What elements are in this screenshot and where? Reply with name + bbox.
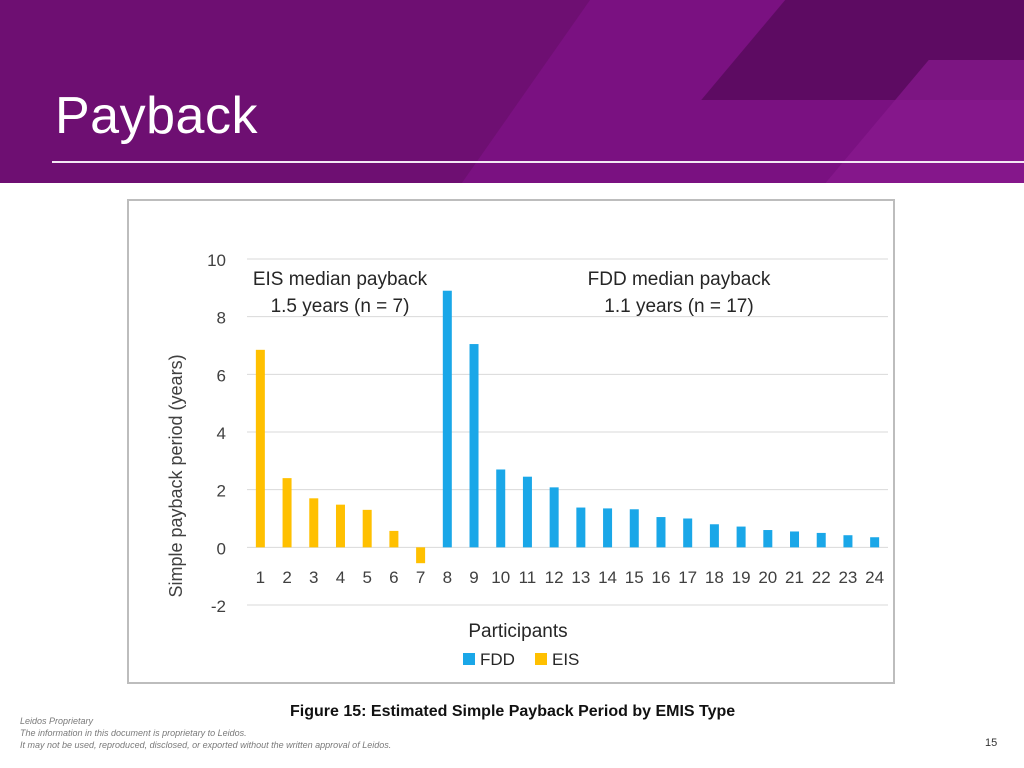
x-axis-label: Participants — [468, 621, 567, 642]
x-tick-label: 12 — [545, 568, 564, 587]
figure-caption: Figure 15: Estimated Simple Payback Peri… — [290, 703, 736, 720]
x-tick-label: 13 — [571, 568, 590, 587]
bar-fdd-17 — [683, 518, 693, 548]
footer-line-1: Leidos Proprietary — [20, 716, 94, 726]
x-tick-label: 6 — [389, 568, 398, 587]
y-axis-label: Simple payback period (years) — [166, 354, 186, 597]
bar-eis-2 — [282, 478, 292, 548]
y-tick-label: 2 — [217, 482, 226, 501]
page-number: 15 — [985, 737, 998, 749]
bar-eis-1 — [255, 349, 265, 548]
bar-fdd-15 — [629, 509, 639, 548]
slide-title: Payback — [55, 87, 258, 145]
bar-fdd-8 — [442, 290, 452, 548]
legend-swatch-eis — [535, 653, 547, 665]
bar-eis-7 — [416, 547, 426, 564]
x-tick-label: 1 — [256, 568, 265, 587]
bar-fdd-21 — [790, 531, 800, 548]
fdd-annotation-line2: 1.1 years (n = 17) — [604, 296, 753, 317]
y-tick-label: 10 — [207, 251, 226, 270]
bar-fdd-24 — [870, 537, 880, 548]
y-tick-label: 8 — [217, 309, 226, 328]
bar-fdd-22 — [816, 532, 826, 548]
legend-label-eis: EIS — [552, 650, 579, 669]
footer-notice: Leidos Proprietary The information in th… — [20, 715, 391, 751]
title-divider — [52, 161, 1024, 163]
bar-fdd-12 — [549, 487, 559, 548]
bar-eis-6 — [389, 530, 399, 548]
footer-line-3: It may not be used, reproduced, disclose… — [20, 740, 392, 750]
bar-fdd-9 — [469, 344, 479, 548]
x-tick-label: 17 — [678, 568, 697, 587]
x-tick-label: 8 — [443, 568, 452, 587]
eis-annotation-line1: EIS median payback — [253, 269, 428, 290]
legend-label-fdd: FDD — [480, 650, 515, 669]
bar-fdd-13 — [576, 507, 586, 548]
bar-fdd-10 — [496, 469, 506, 548]
footer-line-2: The information in this document is prop… — [20, 728, 247, 738]
x-tick-label: 20 — [758, 568, 777, 587]
bar-eis-4 — [335, 504, 345, 548]
bar-fdd-23 — [843, 535, 853, 548]
slide-header: Payback — [0, 0, 1024, 183]
x-tick-label: 11 — [519, 568, 537, 587]
x-tick-label: 14 — [598, 568, 617, 587]
x-tick-label: 16 — [652, 568, 671, 587]
x-tick-label: 22 — [812, 568, 831, 587]
x-tick-label: 21 — [785, 568, 804, 587]
x-tick-label: 24 — [865, 568, 884, 587]
x-tick-label: 15 — [625, 568, 644, 587]
x-tick-label: 5 — [362, 568, 371, 587]
bar-fdd-19 — [736, 526, 746, 548]
y-tick-label: -2 — [211, 597, 226, 616]
bar-eis-3 — [309, 498, 319, 548]
x-tick-label: 10 — [491, 568, 510, 587]
x-tick-label: 9 — [469, 568, 478, 587]
legend-swatch-fdd — [463, 653, 475, 665]
x-tick-label: 3 — [309, 568, 318, 587]
y-tick-label: 4 — [217, 424, 226, 443]
bar-eis-5 — [362, 509, 372, 548]
bar-fdd-14 — [603, 508, 613, 548]
x-tick-label: 4 — [336, 568, 345, 587]
x-tick-label: 18 — [705, 568, 724, 587]
x-tick-label: 19 — [732, 568, 751, 587]
y-tick-label: 6 — [217, 366, 226, 385]
eis-annotation-line2: 1.5 years (n = 7) — [271, 296, 410, 317]
chart-frame: 10 8 6 4 2 0 -2 1 2 3 4 5 6 7 8 9 10 11 12 13 14 15 16 17 18 19 20… — [127, 199, 895, 684]
x-tick-label: 2 — [282, 568, 291, 587]
bar-fdd-20 — [763, 530, 773, 548]
fdd-annotation-line1: FDD median payback — [588, 269, 771, 290]
bar-fdd-16 — [656, 517, 666, 548]
y-tick-label: 0 — [217, 539, 226, 558]
x-tick-label: 7 — [416, 568, 425, 587]
bar-fdd-18 — [709, 524, 719, 548]
x-tick-label: 23 — [838, 568, 857, 587]
bar-fdd-11 — [522, 476, 532, 548]
